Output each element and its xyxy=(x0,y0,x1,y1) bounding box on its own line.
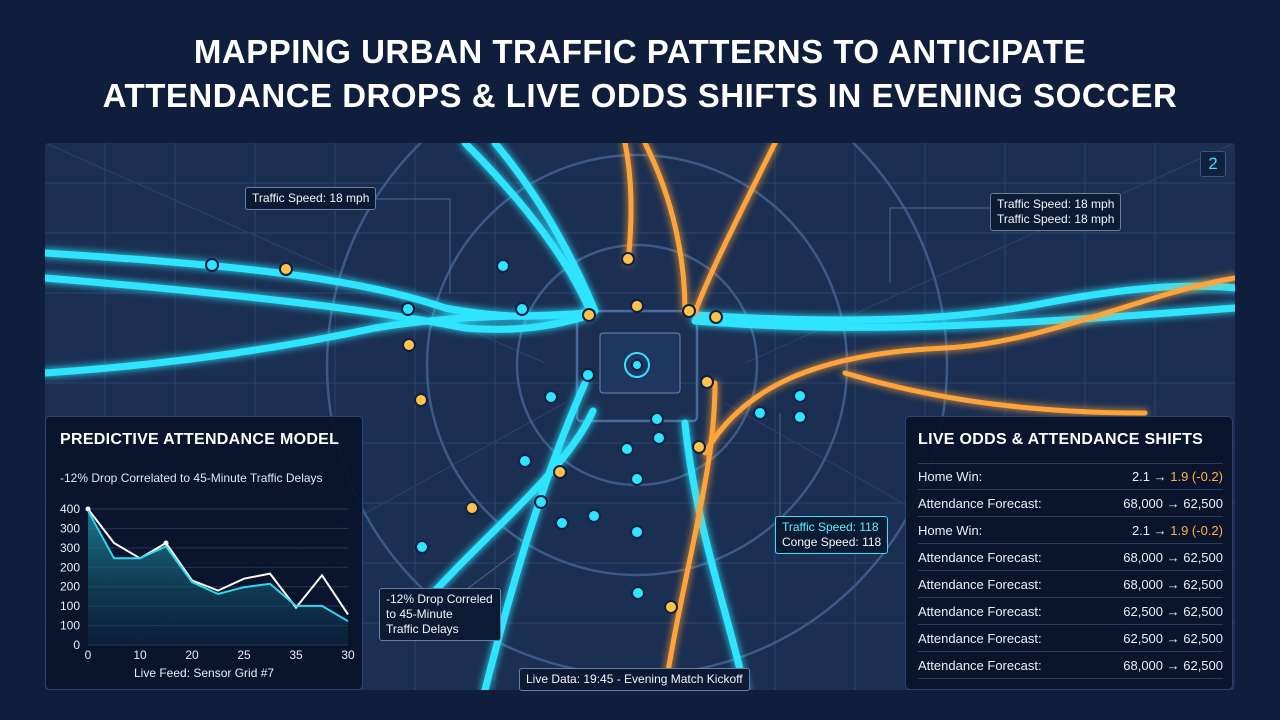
title-line-2: ATTENDANCE DROPS & LIVE ODDS SHIFTS IN E… xyxy=(102,77,1178,114)
sensor-dots xyxy=(205,252,807,614)
page-number-badge: 2 xyxy=(1200,151,1226,177)
x-tick-label: 25 xyxy=(237,648,251,662)
title-line-1: MAPPING URBAN TRAFFIC PATTERNS TO ANTICI… xyxy=(193,33,1087,70)
odds-row: Home Win: 2.1 → 1.9 (-0.2) xyxy=(918,463,1223,490)
y-tick-label: 100 xyxy=(60,619,80,633)
drop-text-3: Traffic Delays xyxy=(386,622,459,636)
series-line-2 xyxy=(87,510,349,623)
odds-row-label: Home Win: xyxy=(918,522,983,538)
attendance-drop-tag: -12% Drop Correled to 45-Minute Traffic … xyxy=(379,588,501,641)
traffic-speed-tag-mid: Traffic Speed: 118 Conge Speed: 118 xyxy=(775,516,889,554)
attendance-panel-subtitle: -12% Drop Correlated to 45-Minute Traffi… xyxy=(60,471,323,485)
odds-row-label: Attendance Forecast: xyxy=(918,657,1042,673)
odds-row: Home Win: 2.1 → 1.9 (-0.2) xyxy=(918,517,1223,544)
y-tick-label: 0 xyxy=(73,638,80,652)
traffic-speed-tag-left: Traffic Speed: 18 mph xyxy=(245,187,377,210)
odds-row-label: Attendance Forecast: xyxy=(918,603,1042,619)
y-tick-label: 200 xyxy=(60,560,80,574)
odds-row-label: Attendance Forecast: xyxy=(918,549,1042,565)
odds-row-value: 68,000 → 62,500 xyxy=(1123,550,1223,565)
odds-row-label: Attendance Forecast: xyxy=(918,576,1042,592)
odds-row-value: 2.1 → 1.9 (-0.2) xyxy=(1132,523,1223,538)
drop-text-2: to 45-Minute xyxy=(386,607,453,621)
series-point xyxy=(163,540,169,546)
odds-value-from: 68,000 → 62,500 xyxy=(1123,576,1223,592)
odds-row-value: 62,500 → 62,500 xyxy=(1123,604,1223,619)
traffic-speed-text: Traffic Speed: 18 mph xyxy=(252,191,370,205)
drop-text-1: -12% Drop Correled xyxy=(386,592,493,606)
y-tick-label: 300 xyxy=(60,521,80,535)
odds-value-to: 1.9 (-0.2) xyxy=(1170,522,1223,538)
odds-panel-title: LIVE ODDS & ATTENDANCE SHIFTS xyxy=(918,431,1204,448)
traffic-speed-tag-right: Traffic Speed: 18 mph Traffic Speed: 18 … xyxy=(990,193,1122,231)
odds-value-to: 1.9 (-0.2) xyxy=(1170,469,1223,484)
y-tick-label: 200 xyxy=(60,580,80,594)
x-tick-label: 10 xyxy=(133,648,147,662)
x-tick-label: 20 xyxy=(185,648,199,662)
attendance-area xyxy=(88,510,348,645)
congestion-speed-text: Conge Speed: 118 xyxy=(782,535,882,549)
traffic-speed-text-2: Traffic Speed: 18 mph xyxy=(997,212,1115,226)
attendance-panel-title: PREDICTIVE ATTENDANCE MODEL xyxy=(60,431,340,448)
odds-row: Attendance Forecast: 62,500 → 62,500 xyxy=(918,598,1223,625)
x-tick-label: 0 xyxy=(85,648,92,662)
x-tick-label: 35 xyxy=(289,648,303,662)
odds-value-from: 68,000 → 62,500 xyxy=(1123,549,1223,565)
odds-row-label: Attendance Forecast: xyxy=(918,495,1042,511)
odds-value-from: 62,500 → 62,500 xyxy=(1123,603,1223,619)
y-tick-label: 300 xyxy=(60,541,80,555)
odds-row: Attendance Forecast: 68,000 → 62,500 xyxy=(918,652,1223,679)
odds-value-from: 68,000 → 62,500 xyxy=(1123,495,1223,511)
attendance-line-chart: 400 300 300 200 200 100 100 0 0 10 20 25 35 30 xyxy=(60,502,355,662)
predictive-attendance-panel: PREDICTIVE ATTENDANCE MODEL -12% Drop Co… xyxy=(45,416,363,690)
kickoff-tag: Live Data: 19:45 - Evening Match Kickoff xyxy=(519,668,750,691)
odds-list: Home Win: 2.1 → 1.9 (-0.2) Attendance Fore… xyxy=(918,463,1223,679)
odds-row-value: 68,000 → 62,500 xyxy=(1123,658,1223,673)
odds-value-from: 62,500 → 62,500 xyxy=(1123,630,1223,646)
odds-row: Attendance Forecast: 68,000 → 62,500 xyxy=(918,571,1223,598)
odds-row-value: 68,000 → 62,500 xyxy=(1123,496,1223,511)
page-title: MAPPING URBAN TRAFFIC PATTERNS TO ANTICI… xyxy=(0,30,1280,118)
live-feed-label: Live Feed: Sensor Grid #7 xyxy=(134,666,275,680)
kickoff-text: Live Data: 19:45 - Evening Match Kickoff xyxy=(526,672,743,686)
series-point xyxy=(85,506,91,512)
y-tick-label: 400 xyxy=(60,502,80,516)
odds-row-value: 62,500 → 62,500 xyxy=(1123,631,1223,646)
y-tick-label: 100 xyxy=(60,599,80,613)
traffic-speed-text-1: Traffic Speed: 18 mph xyxy=(997,197,1115,211)
odds-row: Attendance Forecast: 68,000 → 62,500 xyxy=(918,490,1223,517)
congestion-routes-cyan xyxy=(45,143,1235,690)
odds-row-value: 2.1 → 1.9 (-0.2) xyxy=(1132,469,1223,484)
traffic-speed-text-mid-1: Traffic Speed: 118 xyxy=(782,520,879,534)
odds-row-label: Attendance Forecast: xyxy=(918,630,1042,646)
x-tick-label: 30 xyxy=(341,648,355,662)
odds-value-from: 68,000 → 62,500 xyxy=(1123,657,1223,673)
odds-row: Attendance Forecast: 68,000 → 62,500 xyxy=(918,544,1223,571)
odds-row-label: Home Win: xyxy=(918,469,983,484)
odds-row: Attendance Forecast: 62,500 → 62,500 xyxy=(918,625,1223,652)
series-line-1 xyxy=(87,508,349,615)
odds-value-from: 2.1 → xyxy=(1131,522,1171,538)
odds-value-from: 2.1 → xyxy=(1131,469,1171,484)
odds-row-value: 68,000 → 62,500 xyxy=(1123,577,1223,592)
live-odds-panel: LIVE ODDS & ATTENDANCE SHIFTS Home Win: 2… xyxy=(905,416,1233,690)
